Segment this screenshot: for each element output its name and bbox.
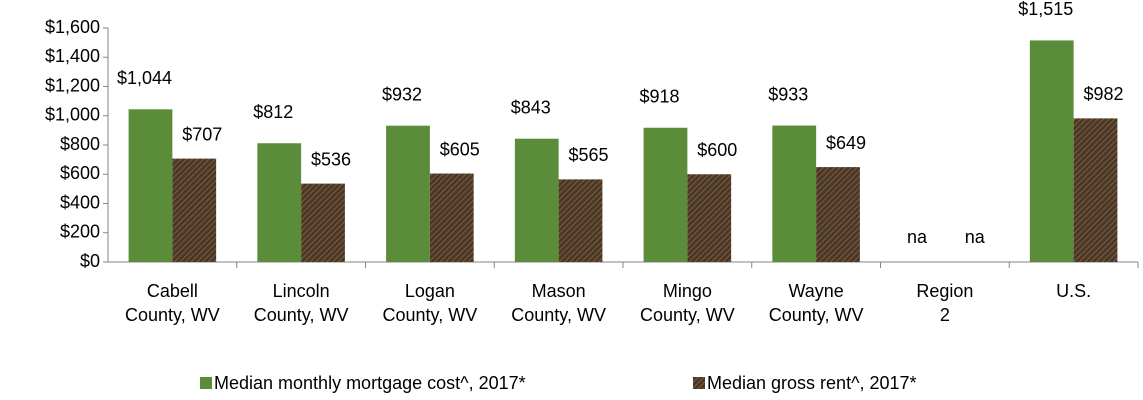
x-tick-label: Wayne County, WV [769,281,864,325]
bar [128,109,173,262]
bar [558,179,603,262]
y-tick-label: $1,400 [45,46,100,66]
data-label: $1,044 [117,68,172,88]
y-tick-label: $400 [60,192,100,212]
x-tick-label: Mason County, WV [511,281,606,325]
data-label: na [965,227,986,247]
y-tick-label: $1,000 [45,105,100,125]
legend-swatch [693,377,705,389]
data-label: $536 [311,149,351,169]
y-tick-label: $0 [80,251,100,271]
data-label: $600 [697,140,737,160]
data-label: $918 [639,86,679,106]
legend-swatch [200,377,212,389]
bar [386,125,430,262]
data-label: $982 [1083,84,1123,104]
x-tick-label: U.S. [1056,281,1091,301]
data-label: na [907,227,928,247]
x-tick-label-line: Wayne [788,281,843,301]
bar [643,127,688,263]
x-tick-label: Mingo County, WV [640,281,735,325]
data-label: $565 [568,145,608,165]
x-tick-label-line: Cabell [147,281,198,301]
x-tick-label: Cabell County, WV [125,281,220,325]
bar [1029,40,1074,263]
y-tick-label: $800 [60,134,100,154]
x-tick-label-line: Lincoln [273,281,330,301]
y-tick-label: $1,200 [45,75,100,95]
data-label: $812 [253,102,293,122]
legend-label: Median monthly mortgage cost^, 2017* [214,373,526,393]
bar [772,125,817,262]
y-tick-label: $600 [60,163,100,183]
bar [301,183,345,262]
x-tick-label-line: 2 [940,305,950,325]
x-tick-label-line: County, WV [125,305,220,325]
x-tick-label-line: Logan [405,281,455,301]
x-tick-label-line: County, WV [383,305,478,325]
x-tick-label-line: County, WV [511,305,606,325]
data-label: $843 [511,97,551,117]
bar [172,158,217,262]
data-label: $605 [440,139,480,159]
data-label: $932 [382,84,422,104]
bar [687,174,732,262]
bar [816,167,860,262]
bar [257,143,302,262]
bar [429,173,474,262]
x-tick-label-line: Mingo [663,281,712,301]
x-tick-label: Logan County, WV [383,281,478,325]
data-label: $649 [826,133,866,153]
data-label: $707 [182,124,222,144]
x-tick-label: Lincoln County, WV [254,281,349,325]
legend-label: Median gross rent^, 2017* [707,373,917,393]
x-tick-label-line: County, WV [769,305,864,325]
x-tick-label: Region 2 [916,281,973,325]
y-tick-label: $200 [60,222,100,242]
bar [1073,118,1118,262]
y-tick-label: $1,600 [45,17,100,37]
data-label: $933 [768,84,808,104]
x-tick-label-line: Mason [532,281,586,301]
bar [514,138,559,262]
x-tick-label-line: County, WV [254,305,349,325]
data-label: $1,515 [1018,0,1073,19]
x-tick-label-line: County, WV [640,305,735,325]
x-tick-label-line: Region [916,281,973,301]
